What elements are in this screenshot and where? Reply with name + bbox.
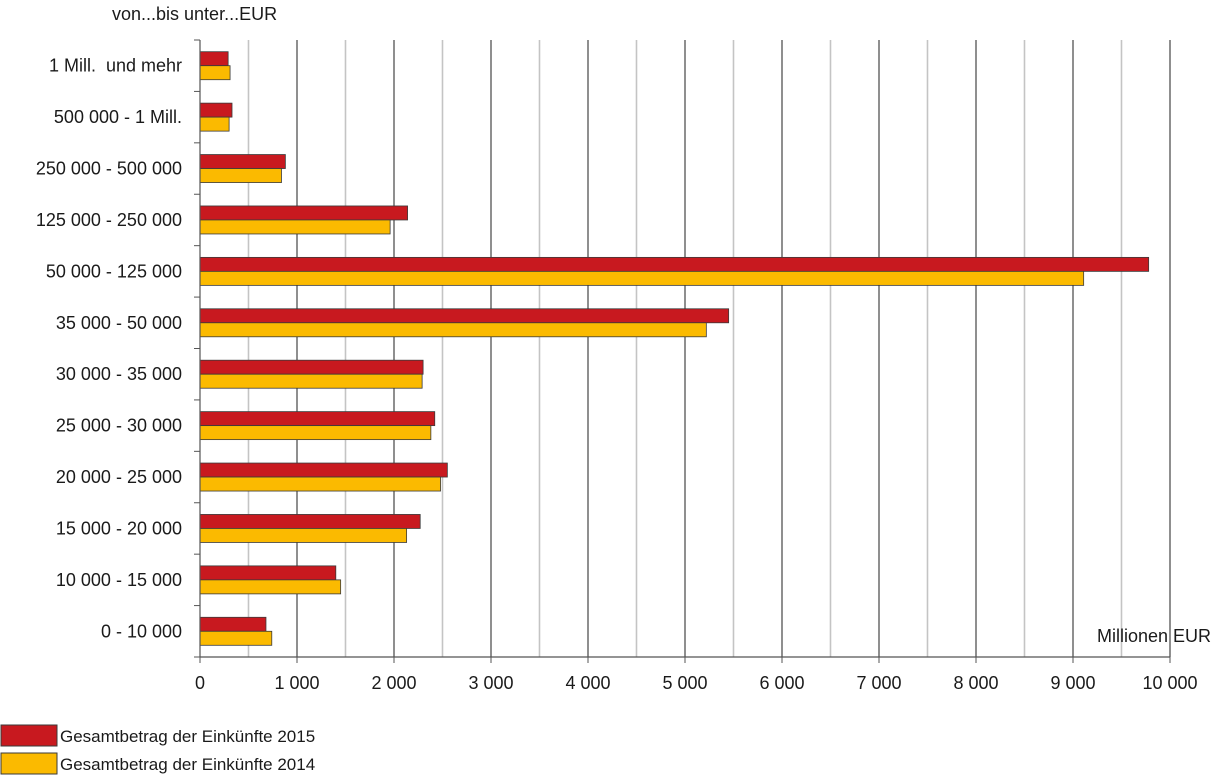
- category-label: 500 000 - 1 Mill.: [54, 107, 182, 127]
- category-label: 15 000 - 20 000: [56, 518, 182, 538]
- category-label: 50 000 - 125 000: [46, 261, 182, 281]
- bar-series1: [199, 565, 337, 581]
- bar-series1: [199, 205, 408, 221]
- bar-series2: [199, 270, 1085, 286]
- bar-series1: [199, 411, 436, 427]
- axes: [194, 39, 1171, 663]
- bar-series2: [199, 630, 273, 646]
- bar-series2: [199, 168, 282, 183]
- bar-series1: [199, 462, 448, 478]
- category-label: 125 000 - 250 000: [36, 210, 182, 230]
- x-axis-title: Millionen EUR: [1097, 626, 1211, 646]
- category-label: 1 Mill. und mehr: [49, 56, 182, 76]
- bar-series2: [199, 116, 230, 132]
- legend: Gesamtbetrag der Einkünfte 2015 Gesamtbet…: [0, 724, 315, 775]
- x-tick-label: 7 000: [856, 673, 901, 693]
- bar-series2: [199, 373, 423, 389]
- x-tick-labels: 0 1 000 2 000 3 000 4 000 5 000 6 000 7 000 8 00…: [195, 673, 1198, 693]
- x-tick-label: 9 000: [1050, 673, 1095, 693]
- bar-series2: [199, 219, 391, 235]
- category-label: 20 000 - 25 000: [56, 467, 182, 487]
- y-axis-title: von...bis unter...EUR: [112, 4, 277, 24]
- x-tick-label: 5 000: [662, 673, 707, 693]
- x-tick-label: 2 000: [371, 673, 416, 693]
- x-tick-label: 4 000: [565, 673, 610, 693]
- bar-series1: [199, 256, 1150, 272]
- bar-series1: [199, 51, 229, 67]
- bar-series1: [199, 308, 730, 324]
- category-label: 30 000 - 35 000: [56, 364, 182, 384]
- x-tick-label: 10 000: [1142, 673, 1197, 693]
- bar-series1: [199, 102, 233, 118]
- legend-label: Gesamtbetrag der Einkünfte 2014: [60, 755, 315, 774]
- x-tick-label: 1 000: [274, 673, 319, 693]
- legend-swatch: [0, 752, 58, 775]
- x-tick-label: 3 000: [468, 673, 513, 693]
- category-label: 10 000 - 15 000: [56, 570, 182, 590]
- bar-series1: [199, 154, 286, 169]
- category-label: 35 000 - 50 000: [56, 313, 182, 333]
- bar-series2: [199, 322, 707, 338]
- bar-series2: [199, 579, 342, 595]
- bars: [199, 51, 1150, 646]
- x-tick-label: 6 000: [759, 673, 804, 693]
- legend-label: Gesamtbetrag der Einkünfte 2015: [60, 727, 315, 746]
- bar-series2: [199, 65, 231, 81]
- category-labels: 1 Mill. und mehr 500 000 - 1 Mill. 250 000…: [36, 56, 182, 642]
- bar-series1: [199, 616, 267, 632]
- category-label: 25 000 - 30 000: [56, 416, 182, 436]
- category-label: 250 000 - 500 000: [36, 159, 182, 179]
- category-label: 0 - 10 000: [101, 621, 182, 641]
- bar-series2: [199, 425, 432, 441]
- bar-series1: [199, 359, 424, 375]
- x-tick-label: 0: [195, 673, 205, 693]
- legend-swatch: [0, 724, 58, 747]
- bar-series1: [199, 514, 421, 529]
- bar-series2: [199, 528, 408, 543]
- gridlines: [247, 40, 1171, 657]
- bar-series2: [199, 476, 441, 492]
- x-tick-label: 8 000: [953, 673, 998, 693]
